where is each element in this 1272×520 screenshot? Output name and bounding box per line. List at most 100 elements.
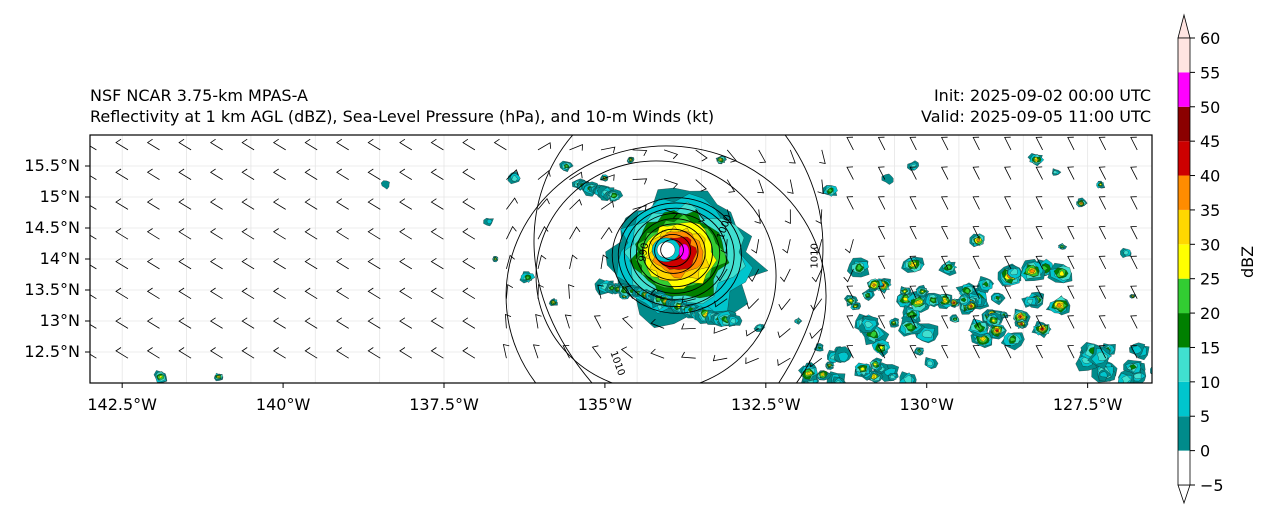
lon-tick-label: 132.5°W — [731, 395, 801, 414]
wind-barb — [562, 345, 570, 359]
wind-barb — [537, 284, 544, 299]
wind-barb — [726, 149, 737, 163]
reflectivity-cell — [1059, 270, 1065, 277]
wind-barb — [430, 138, 444, 151]
wind-barb — [1067, 136, 1075, 151]
isobar-1010-east — [778, 135, 824, 383]
wind-barb — [1098, 226, 1107, 240]
wind-barb — [909, 255, 917, 270]
wind-barb — [367, 347, 381, 359]
wind-barb — [90, 205, 97, 210]
wind-barb — [367, 317, 381, 329]
isobar-label: 1010 — [607, 350, 626, 378]
wind-barb — [778, 298, 791, 311]
reflectivity-cell — [991, 318, 996, 323]
wind-barb — [972, 345, 980, 359]
lat-tick-label: 13°N — [40, 311, 80, 330]
reflectivity-cell — [860, 366, 866, 371]
wind-barb — [430, 257, 444, 270]
init-time: Init: 2025-09-02 00:00 UTC — [933, 86, 1151, 105]
wind-barb — [777, 328, 791, 339]
wind-barb — [600, 200, 614, 210]
wind-barb — [624, 285, 633, 299]
wind-barb — [241, 317, 255, 329]
wind-barb — [1067, 345, 1075, 359]
wind-barb — [600, 254, 609, 269]
wind-barb — [506, 284, 514, 299]
wind-barb — [940, 196, 949, 210]
wind-barb — [146, 198, 160, 210]
wind-barb — [940, 285, 949, 299]
colorbar-segment — [1178, 141, 1190, 176]
wind-barb — [591, 345, 602, 359]
wind-barb — [909, 345, 917, 359]
reflectivity-cell — [872, 375, 876, 378]
wind-barb — [681, 323, 696, 330]
reflectivity-cell — [890, 374, 896, 379]
wind-barb — [1098, 166, 1107, 180]
colorbar-tick-label: 45 — [1200, 132, 1220, 151]
wind-barb — [751, 239, 760, 254]
wind-barb — [713, 327, 728, 334]
wind-barb — [940, 226, 949, 240]
colorbar-segment — [1178, 38, 1190, 73]
wind-barb — [600, 146, 616, 153]
isobar-label: 990 — [637, 242, 651, 263]
wind-barb — [779, 268, 791, 283]
reflectivity-cell — [917, 350, 921, 353]
reflectivity-cell — [1121, 375, 1132, 383]
map-title-left: NSF NCAR 3.75-km MPAS-A Reflectivity at … — [90, 85, 714, 127]
lon-tick-label: 135°W — [578, 395, 633, 414]
wind-barb — [569, 198, 582, 210]
wind-barb — [462, 198, 476, 210]
wind-barb — [1130, 315, 1138, 329]
wind-barb — [209, 228, 223, 240]
reflectivity-cell — [873, 362, 878, 367]
colorbar-segment — [1178, 175, 1190, 210]
reflectivity-cell — [1020, 323, 1023, 325]
wind-barb — [399, 347, 413, 359]
wind-barb — [430, 317, 444, 329]
wind-barb — [972, 196, 980, 210]
wind-barb — [620, 346, 633, 359]
isobar-1005 — [505, 145, 827, 383]
wind-barb — [90, 353, 97, 359]
colorbar-tick-label: 55 — [1200, 63, 1220, 82]
lat-tick-label: 14.5°N — [24, 218, 80, 237]
wind-barb — [367, 228, 381, 240]
colorbar-segment — [1178, 244, 1190, 279]
lat-tick-label: 14°N — [40, 249, 80, 268]
wind-barb — [506, 225, 517, 240]
reflectivity-cell — [1133, 372, 1142, 379]
wind-barb — [1067, 226, 1075, 240]
wind-barb — [663, 149, 679, 160]
reflectivity-cell — [864, 320, 874, 328]
isobar-inner — [654, 234, 692, 268]
wind-barb — [877, 345, 886, 359]
wind-barb — [336, 257, 349, 270]
east-rainband — [798, 256, 1073, 383]
wind-barb — [1098, 345, 1107, 359]
wind-barb — [241, 347, 255, 359]
wind-barb — [695, 179, 707, 192]
reflectivity-cell — [837, 351, 849, 362]
wind-barb — [754, 209, 761, 224]
reflectivity-cell — [881, 173, 894, 185]
wind-barb — [90, 175, 97, 180]
wind-barb — [909, 136, 917, 151]
wind-barb — [504, 313, 512, 329]
wind-barb — [1004, 226, 1012, 240]
wind-barb — [808, 357, 823, 368]
wind-barb — [782, 239, 791, 254]
reflectivity-cell — [1060, 245, 1064, 248]
reflectivity-cell — [817, 346, 822, 350]
wind-barb — [716, 268, 728, 282]
colorbar-segment — [1178, 106, 1190, 142]
wind-barb — [90, 324, 97, 329]
reflectivity-cell — [903, 290, 907, 293]
wind-barb — [209, 138, 223, 151]
wind-barb — [430, 347, 444, 359]
wind-barb — [304, 257, 318, 270]
reflectivity-cell — [629, 158, 632, 161]
reflectivity-cell — [1029, 269, 1035, 273]
